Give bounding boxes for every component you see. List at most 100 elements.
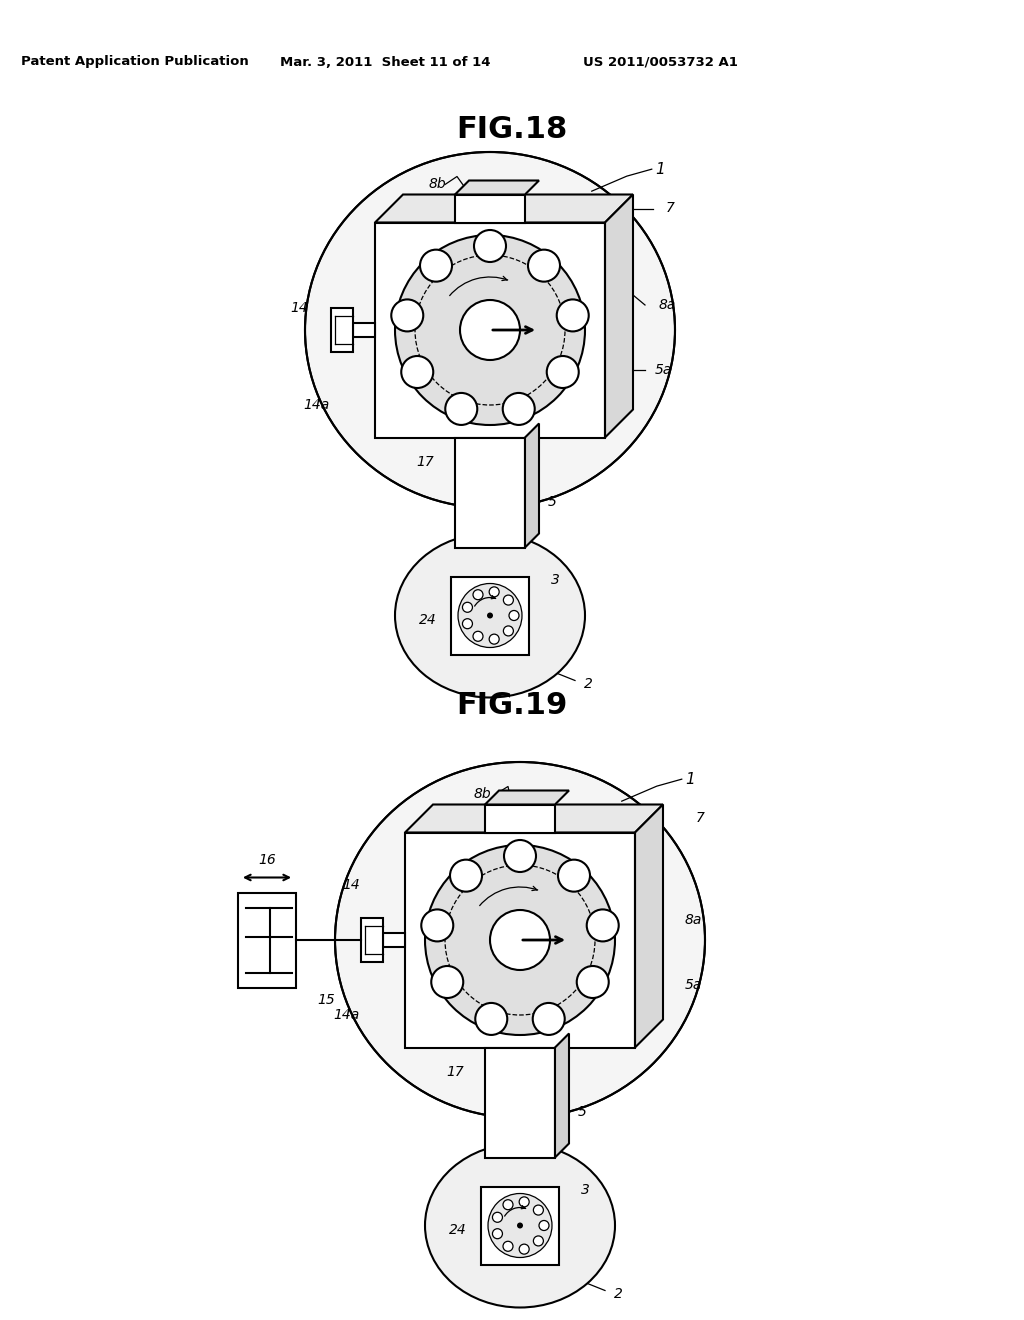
Text: 5: 5	[548, 495, 556, 510]
Circle shape	[547, 356, 579, 388]
Text: 8a: 8a	[684, 913, 701, 927]
Text: 5a: 5a	[684, 978, 701, 993]
Circle shape	[391, 300, 423, 331]
Bar	[455, 194, 525, 223]
Circle shape	[587, 909, 618, 941]
Text: US 2011/0053732 A1: US 2011/0053732 A1	[583, 55, 737, 69]
Text: Mar. 3, 2011  Sheet 11 of 14: Mar. 3, 2011 Sheet 11 of 14	[280, 55, 490, 69]
Text: 14: 14	[342, 878, 359, 892]
Circle shape	[503, 1241, 513, 1251]
Circle shape	[490, 909, 550, 970]
Circle shape	[395, 235, 585, 425]
Circle shape	[534, 1205, 544, 1216]
Bar	[331, 308, 353, 352]
Circle shape	[473, 631, 483, 642]
Text: 5a: 5a	[654, 363, 672, 378]
Text: 1: 1	[655, 161, 665, 177]
Circle shape	[519, 1197, 529, 1206]
Circle shape	[503, 1200, 513, 1209]
Ellipse shape	[305, 152, 675, 508]
Text: 14a: 14a	[303, 399, 329, 412]
Circle shape	[488, 1193, 552, 1258]
Circle shape	[421, 909, 454, 941]
Circle shape	[463, 602, 472, 612]
Circle shape	[425, 845, 615, 1035]
Polygon shape	[485, 791, 569, 804]
Bar	[361, 917, 383, 962]
Text: FIG.18: FIG.18	[457, 116, 567, 144]
Circle shape	[504, 595, 513, 605]
Text: 1: 1	[685, 772, 694, 787]
Polygon shape	[375, 194, 633, 223]
Text: 7: 7	[666, 202, 675, 215]
Bar	[455, 437, 525, 548]
Bar	[485, 804, 555, 833]
Circle shape	[557, 300, 589, 331]
Bar	[406, 833, 635, 1048]
Circle shape	[401, 356, 433, 388]
Circle shape	[534, 1236, 544, 1246]
Circle shape	[503, 393, 535, 425]
Circle shape	[474, 230, 506, 261]
Circle shape	[450, 859, 482, 891]
Circle shape	[558, 859, 590, 891]
Circle shape	[509, 610, 519, 620]
Polygon shape	[406, 804, 663, 833]
Circle shape	[460, 300, 520, 360]
Text: Patent Application Publication: Patent Application Publication	[22, 55, 249, 69]
Circle shape	[475, 1003, 507, 1035]
Text: FIG.19: FIG.19	[457, 690, 567, 719]
Circle shape	[493, 1212, 503, 1222]
Circle shape	[504, 840, 536, 873]
Circle shape	[431, 966, 463, 998]
Text: 5b: 5b	[463, 512, 481, 527]
Text: 14: 14	[290, 301, 308, 315]
Text: 5b: 5b	[494, 1122, 511, 1137]
Ellipse shape	[425, 1143, 615, 1308]
Text: 17: 17	[416, 455, 434, 470]
Bar	[383, 933, 406, 946]
Text: 7: 7	[695, 812, 705, 825]
Circle shape	[463, 619, 472, 628]
Polygon shape	[605, 194, 633, 437]
Text: 8b: 8b	[473, 788, 490, 801]
Circle shape	[577, 966, 608, 998]
Bar	[375, 223, 605, 437]
Text: 17: 17	[446, 1065, 464, 1080]
Circle shape	[489, 634, 499, 644]
Circle shape	[458, 583, 522, 648]
Bar	[353, 323, 375, 337]
Circle shape	[420, 249, 452, 281]
Text: 16: 16	[258, 854, 275, 867]
Polygon shape	[635, 804, 663, 1048]
Bar	[406, 833, 635, 1048]
Bar	[481, 1187, 559, 1265]
Ellipse shape	[335, 762, 705, 1118]
Circle shape	[528, 249, 560, 281]
Text: 24: 24	[450, 1224, 467, 1238]
Circle shape	[445, 393, 477, 425]
Bar	[238, 892, 296, 987]
Circle shape	[493, 1229, 503, 1238]
Text: 24: 24	[419, 614, 437, 627]
Circle shape	[473, 590, 483, 599]
Circle shape	[519, 1245, 529, 1254]
Polygon shape	[455, 181, 539, 194]
Text: 15: 15	[317, 993, 335, 1006]
Text: 3: 3	[581, 1184, 590, 1197]
Circle shape	[487, 612, 493, 619]
Text: 5: 5	[578, 1106, 587, 1119]
Bar	[485, 1048, 555, 1158]
Text: 2: 2	[584, 677, 593, 692]
Ellipse shape	[395, 533, 585, 697]
Bar	[375, 223, 605, 437]
Text: 14a: 14a	[333, 1008, 359, 1022]
Text: 8b: 8b	[428, 177, 445, 191]
Circle shape	[517, 1222, 523, 1229]
Circle shape	[504, 626, 513, 636]
Circle shape	[539, 1221, 549, 1230]
Circle shape	[489, 587, 499, 597]
Text: 3: 3	[551, 573, 559, 587]
Polygon shape	[555, 1034, 569, 1158]
Text: 8a: 8a	[658, 298, 676, 312]
